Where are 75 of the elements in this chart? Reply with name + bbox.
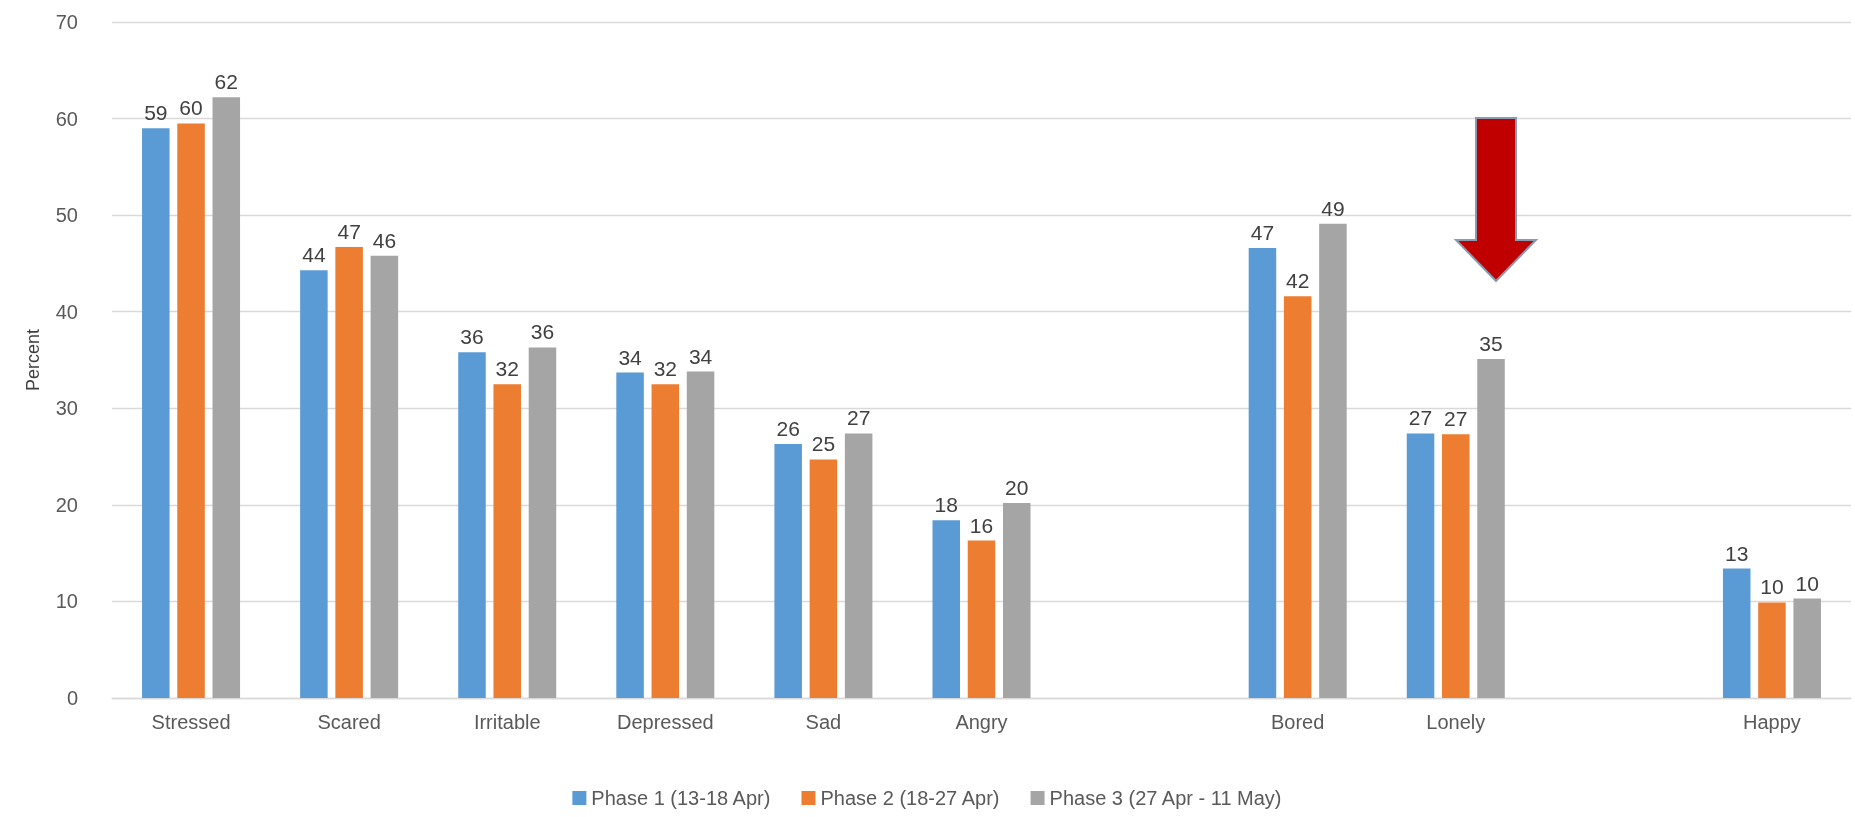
x-tick-label: Bored [1270,711,1325,733]
data-label: 42 [1286,269,1310,293]
bar [300,270,328,698]
data-label: 26 [776,417,800,441]
bar [1477,359,1505,698]
data-label: 34 [688,344,713,368]
bar [844,433,873,698]
bar [370,255,399,698]
y-tick-label: 30 [55,397,78,420]
y-tick-label: 60 [55,107,78,130]
y-tick-label: 10 [55,590,78,613]
x-tick-label: Scared [317,711,381,733]
y-axis-title: Percent [23,328,43,392]
bar [458,352,486,698]
bar [1758,602,1786,698]
y-tick-label: 70 [55,11,78,33]
data-label: 62 [214,70,238,94]
x-tick-label: Lonely [1426,711,1486,733]
x-tick-label: Happy [1743,711,1801,733]
data-label: 36 [460,325,484,349]
data-label: 47 [1250,220,1275,244]
y-tick-label: 40 [55,300,78,323]
bar [1248,247,1277,698]
x-tick-label: Irritable [473,711,541,733]
x-tick-label: Angry [955,711,1008,733]
bar [528,347,557,698]
data-label: 27 [1408,406,1433,430]
x-tick-label: Stressed [151,711,231,733]
bar [493,384,521,698]
bar [616,372,644,698]
bar [932,520,961,698]
x-tick-label: Depressed [616,711,714,733]
bar [212,97,241,698]
data-label: 32 [495,357,519,381]
data-label: 20 [1005,475,1029,499]
x-tick-label: Sad [805,711,842,733]
y-tick-label: 0 [66,687,78,709]
data-label: 34 [618,345,643,369]
bar [1002,502,1031,698]
bar [809,459,838,698]
bar [1319,223,1347,698]
data-label: 60 [179,96,203,120]
data-label: 10 [1795,571,1819,595]
data-label: 16 [969,513,994,537]
data-label: 35 [1479,332,1503,356]
data-label: 27 [846,406,871,430]
data-label: 59 [144,101,168,125]
bar [142,128,170,698]
data-label: 25 [811,432,836,456]
data-label: 44 [302,243,326,267]
legend-label: Phase 3 (27 Apr - 11 May) [1049,787,1282,809]
data-label: 36 [530,320,555,344]
data-label: 13 [1725,541,1749,565]
bar [1442,434,1470,698]
data-label: 10 [1760,575,1784,599]
data-label: 49 [1321,196,1345,220]
legend-label: Phase 1 (13-18 Apr) [591,787,771,809]
data-label: 32 [653,357,677,381]
bar [177,123,205,698]
bar [967,540,996,698]
bar [1793,598,1821,698]
y-tick-label: 20 [55,493,78,516]
bar [1722,568,1751,698]
data-label: 18 [934,493,958,517]
bar [774,444,802,698]
data-label: 46 [372,228,397,252]
bar [686,371,715,698]
data-label: 27 [1444,407,1468,431]
data-label: 47 [337,220,361,244]
bar [335,247,363,698]
legend-label: Phase 2 (18-27 Apr) [820,787,1000,809]
bar [1283,296,1312,698]
y-tick-label: 50 [55,204,78,227]
bar [651,384,680,698]
bar [1406,433,1435,698]
